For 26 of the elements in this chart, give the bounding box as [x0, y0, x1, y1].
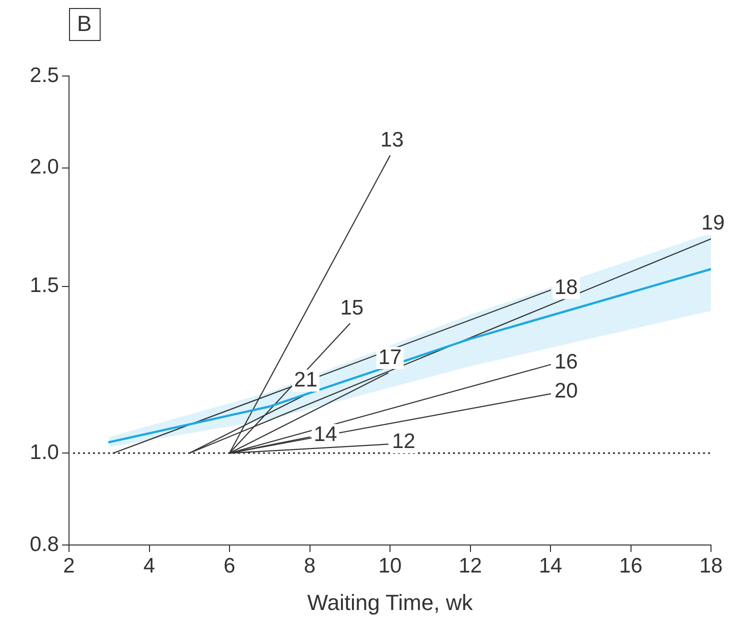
x-tick-label: 2 — [63, 554, 75, 578]
text: B — [76, 11, 92, 36]
x-axis-title: Waiting Time, wk — [307, 590, 474, 615]
series-label: 14 — [314, 422, 338, 446]
series-label: 17 — [378, 346, 402, 369]
x-tick-label: 14 — [538, 554, 562, 578]
x-tick-label: 12 — [458, 554, 482, 578]
x-tick-label: 8 — [304, 554, 316, 578]
y-tick-label: 2.5 — [30, 64, 59, 87]
x-tick-label: 4 — [143, 554, 156, 578]
series-label: 13 — [380, 128, 404, 152]
y-tick-label: 0.8 — [30, 532, 59, 556]
x-tick-label: 10 — [378, 554, 402, 578]
y-tick-label: 1.0 — [30, 440, 59, 464]
x-tick-label: 6 — [224, 554, 236, 578]
y-tick-label: 2.0 — [30, 156, 59, 179]
x-tick-label: 18 — [699, 554, 723, 578]
series-label: 19 — [701, 212, 725, 235]
series-label: 15 — [340, 296, 364, 320]
series-label: 18 — [554, 276, 578, 299]
series-label: 20 — [554, 380, 578, 403]
x-tick-label: 16 — [619, 554, 642, 578]
series-label: 16 — [554, 350, 578, 374]
series-label: 21 — [294, 368, 318, 392]
series-label: 12 — [392, 430, 416, 453]
y-tick-label: 1.5 — [30, 274, 59, 298]
